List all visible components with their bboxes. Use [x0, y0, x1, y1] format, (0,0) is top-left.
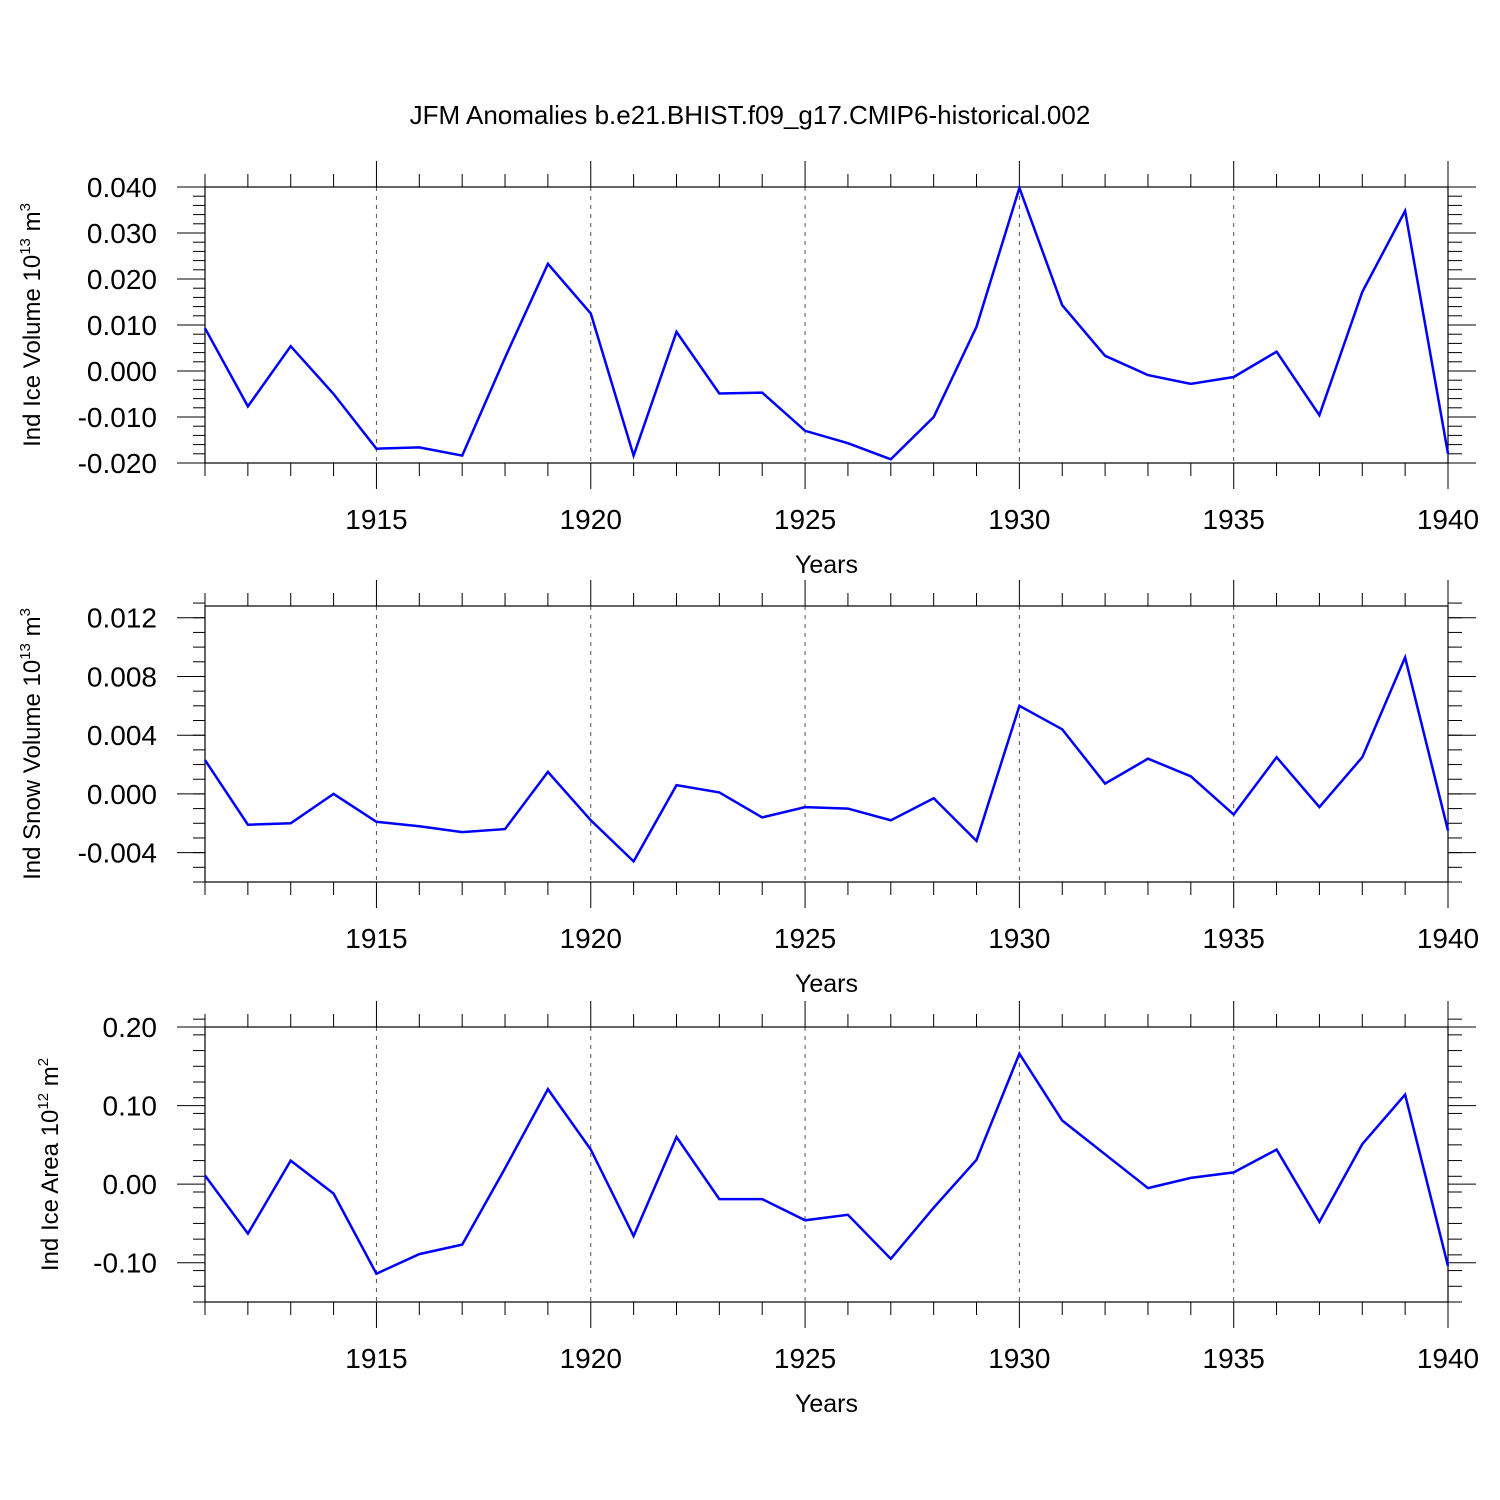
- x-tick-label: 1925: [774, 504, 836, 535]
- plot-frame: [204, 186, 1449, 464]
- y-label-superscript: 12: [35, 1093, 52, 1110]
- x-tick-label: 1925: [774, 923, 836, 954]
- x-tick-label: 1930: [988, 504, 1050, 535]
- y-tick-label: 0.004: [87, 720, 157, 751]
- y-label-superscript: 2: [35, 1058, 52, 1066]
- y-tick-label: 0.10: [103, 1091, 158, 1122]
- x-tick-label: 1915: [345, 923, 407, 954]
- y-label-text: m: [19, 211, 46, 238]
- y-axis-label: Ind Ice Volume 1013 m3: [17, 203, 46, 447]
- y-tick-label: -0.004: [78, 838, 157, 869]
- y-label-text: Ind Ice Volume 10: [19, 255, 46, 447]
- panel-1: -0.020 -0.010 0.000 0.010 0.020 0.030 0.040 191…: [17, 161, 1479, 579]
- plot-frame: [204, 1026, 1449, 1303]
- y-tick-label: 0.030: [87, 218, 157, 249]
- series-line: [203, 653, 1450, 864]
- y-tick-label: 0.040: [87, 172, 157, 203]
- y-axis-label: Ind Ice Area 1012 m2: [35, 1058, 64, 1271]
- series-line: [203, 1050, 1450, 1276]
- x-tick-label: 1930: [988, 923, 1050, 954]
- y-label-text: m: [37, 1066, 64, 1093]
- y-tick-label: 0.00: [103, 1169, 158, 1200]
- x-tick-label: 1935: [1203, 923, 1265, 954]
- y-label-superscript: 3: [17, 203, 34, 211]
- y-tick-label: -0.10: [93, 1248, 157, 1279]
- x-tick-label: 1935: [1203, 1343, 1265, 1374]
- y-tick-label: 0.000: [87, 356, 157, 387]
- y-label-superscript: 3: [17, 608, 34, 616]
- x-axis-label: Years: [795, 1390, 858, 1418]
- y-tick-label: 0.012: [87, 603, 157, 634]
- panel-3: -0.10 0.00 0.10 0.20 1915 1920 1925 1930 1935 194…: [35, 1001, 1479, 1418]
- y-axis-label: Ind Snow Volume 1013 m3: [17, 608, 46, 880]
- x-tick-label: 1940: [1417, 923, 1479, 954]
- panel-2: -0.004 0.000 0.004 0.008 0.012 1915 1920 1925 19…: [17, 580, 1479, 998]
- y-tick-label: 0.000: [87, 779, 157, 810]
- y-label-text: Ind Snow Volume 10: [19, 660, 46, 880]
- x-axis-label: Years: [795, 551, 858, 579]
- x-tick-label: 1920: [560, 504, 622, 535]
- plot-frame: [204, 605, 1449, 883]
- y-label-text: Ind Ice Area 10: [37, 1110, 64, 1271]
- x-tick-label: 1925: [774, 1343, 836, 1374]
- x-axis-label: Years: [795, 970, 858, 998]
- chart-title: JFM Anomalies b.e21.BHIST.f09_g17.CMIP6-…: [410, 100, 1091, 130]
- y-tick-label: -0.020: [78, 448, 157, 479]
- y-tick-label: 0.010: [87, 310, 157, 341]
- y-label-superscript: 13: [17, 238, 34, 255]
- y-tick-label: -0.010: [78, 402, 157, 433]
- x-tick-label: 1915: [345, 1343, 407, 1374]
- x-tick-label: 1920: [560, 1343, 622, 1374]
- series-line: [203, 183, 1450, 461]
- y-tick-label: 0.20: [103, 1012, 158, 1043]
- x-tick-label: 1935: [1203, 504, 1265, 535]
- y-tick-label: 0.008: [87, 661, 157, 692]
- y-label-superscript: 13: [17, 643, 34, 660]
- x-tick-label: 1930: [988, 1343, 1050, 1374]
- y-tick-label: 0.020: [87, 264, 157, 295]
- x-tick-label: 1940: [1417, 1343, 1479, 1374]
- x-tick-label: 1915: [345, 504, 407, 535]
- x-tick-label: 1940: [1417, 504, 1479, 535]
- x-tick-label: 1920: [560, 923, 622, 954]
- y-label-text: m: [19, 616, 46, 643]
